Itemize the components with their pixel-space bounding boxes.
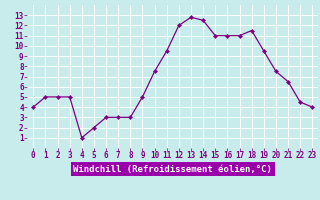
X-axis label: Windchill (Refroidissement éolien,°C): Windchill (Refroidissement éolien,°C) bbox=[73, 165, 272, 174]
